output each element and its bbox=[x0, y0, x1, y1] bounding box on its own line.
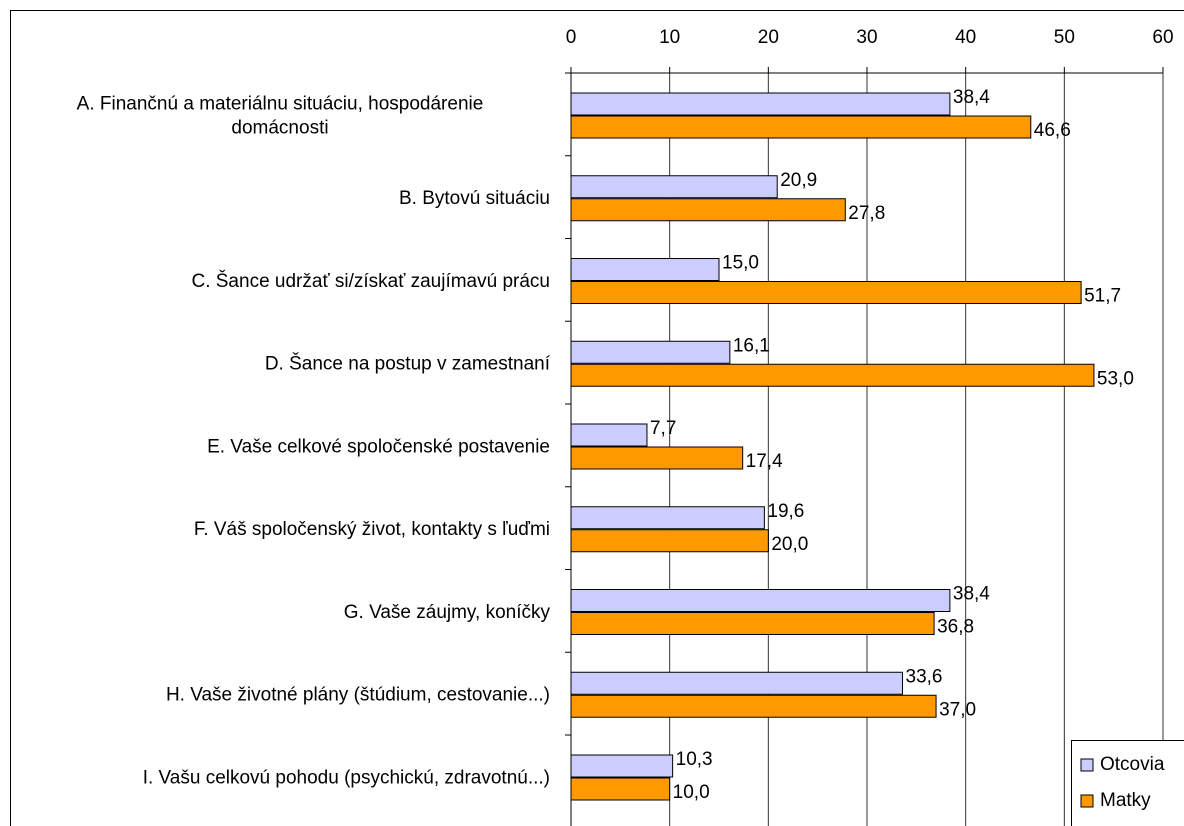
y-tick-label: G. Vaše záujmy, koníčky bbox=[344, 602, 551, 623]
bar bbox=[570, 506, 765, 530]
data-label: 16,1 bbox=[733, 335, 770, 356]
x-tick-label: 40 bbox=[955, 27, 976, 48]
y-tick-label: A. Finančnú a materiálnu situáciu, hospo… bbox=[77, 93, 484, 138]
data-label: 27,8 bbox=[848, 203, 885, 224]
y-tick-label: H. Vaše životné plány (štúdium, cestovan… bbox=[166, 685, 550, 706]
data-label: 46,6 bbox=[1034, 120, 1071, 141]
data-label: 20,9 bbox=[780, 170, 817, 191]
data-label: 19,6 bbox=[767, 501, 804, 522]
bar bbox=[570, 446, 744, 470]
legend-label: Otcovia bbox=[1100, 754, 1165, 775]
bar bbox=[570, 363, 1095, 387]
bar bbox=[570, 777, 671, 801]
legend-label: Matky bbox=[1100, 790, 1151, 811]
bar bbox=[570, 175, 778, 199]
data-label: 53,0 bbox=[1097, 368, 1134, 389]
bar bbox=[570, 589, 951, 612]
data-label: 51,7 bbox=[1084, 286, 1121, 307]
data-label: 37,0 bbox=[939, 699, 976, 720]
bar bbox=[570, 340, 731, 364]
data-label: 10,0 bbox=[673, 782, 710, 803]
bar bbox=[570, 92, 951, 116]
data-label: 10,3 bbox=[676, 749, 713, 770]
legend-swatch bbox=[1080, 758, 1094, 772]
x-tick-label: 60 bbox=[1152, 27, 1173, 48]
bar bbox=[570, 671, 904, 695]
bar bbox=[570, 198, 846, 222]
data-label: 36,8 bbox=[937, 617, 974, 638]
bar bbox=[570, 423, 648, 447]
y-tick-label: D. Šance na postup v zamestnaní bbox=[265, 353, 551, 375]
x-tick-label: 20 bbox=[758, 27, 779, 48]
bar bbox=[570, 529, 769, 553]
data-label: 17,4 bbox=[746, 451, 783, 472]
data-label: 20,0 bbox=[771, 534, 808, 555]
x-tick-label: 10 bbox=[659, 27, 680, 48]
bar bbox=[570, 258, 720, 281]
x-tick-label: 50 bbox=[1054, 27, 1075, 48]
x-tick-label: 30 bbox=[856, 27, 877, 48]
bar bbox=[570, 281, 1082, 304]
y-tick-label: I. Vašu celkovú pohodu (psychickú, zdrav… bbox=[143, 767, 550, 788]
data-label: 33,6 bbox=[906, 666, 943, 687]
y-tick-label: F. Váš spoločenský život, kontakty s ľuď… bbox=[194, 519, 550, 540]
data-label: 38,4 bbox=[953, 584, 990, 605]
legend-swatch bbox=[1080, 794, 1094, 808]
y-tick-label: C. Šance udržať si/získať zaujímavú prác… bbox=[191, 270, 550, 292]
chart-frame bbox=[10, 10, 1184, 826]
bar bbox=[570, 754, 674, 778]
data-label: 7,7 bbox=[650, 418, 676, 439]
data-label: 15,0 bbox=[722, 253, 759, 274]
bar bbox=[570, 612, 935, 635]
legend: Otcovia Matky bbox=[1071, 740, 1184, 826]
bar bbox=[570, 694, 937, 718]
y-tick-label: E. Vaše celkové spoločenské postavenie bbox=[207, 436, 550, 457]
y-tick-label: B. Bytovú situáciu bbox=[399, 188, 550, 209]
data-label: 38,4 bbox=[953, 87, 990, 108]
legend-box bbox=[1071, 740, 1184, 826]
x-tick-label: 0 bbox=[566, 27, 577, 48]
bar bbox=[570, 115, 1032, 139]
